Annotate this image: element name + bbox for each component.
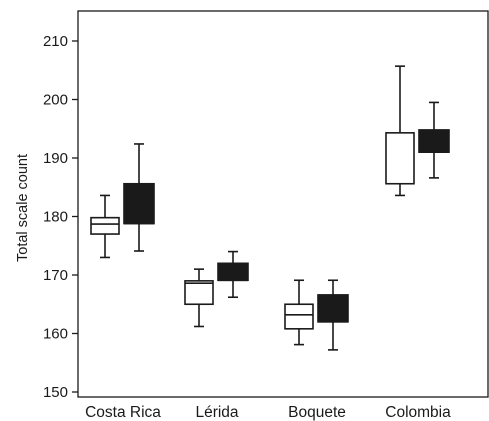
box-filled [217,250,249,299]
y-axis-ticks: 150 160 170 180 190 200 210 [43,33,78,401]
y-tick-label: 170 [43,267,68,284]
box-filled [418,101,450,179]
boxes [90,65,450,351]
iqr-box [184,280,214,306]
x-axis-labels: Costa Rica Lérida Boquete Colombia [85,404,451,421]
y-tick-label: 150 [43,384,68,401]
iqr-box [418,129,450,153]
y-axis-title: Total scale count [15,154,31,262]
plot-frame [77,10,489,398]
box-open [90,194,120,259]
iqr-box [284,303,314,330]
iqr-box [90,216,120,235]
x-category-label: Colombia [385,404,451,421]
box-filled [123,143,155,252]
iqr-box [385,132,415,185]
box-open [284,279,314,346]
box-open [184,268,214,328]
iqr-box [123,182,155,225]
iqr-box [217,262,249,282]
y-tick-label: 180 [43,209,68,226]
y-tick-label: 210 [43,33,68,50]
x-category-label: Boquete [288,404,346,421]
box-filled [317,279,349,351]
x-category-label: Costa Rica [85,404,161,421]
box-open [385,65,415,197]
iqr-box [317,294,349,323]
x-category-label: Lérida [195,404,238,421]
y-tick-label: 190 [43,150,68,167]
y-tick-label: 160 [43,326,68,343]
y-tick-label: 200 [43,92,68,109]
